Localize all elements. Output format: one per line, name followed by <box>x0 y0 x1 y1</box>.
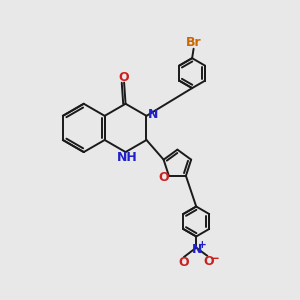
Text: −: − <box>209 252 219 265</box>
Text: O: O <box>158 171 169 184</box>
Text: +: + <box>198 240 206 250</box>
Text: Br: Br <box>186 36 202 50</box>
Text: N: N <box>148 108 158 121</box>
Text: NH: NH <box>117 151 138 164</box>
Text: N: N <box>192 243 202 256</box>
Text: O: O <box>203 255 214 268</box>
Text: O: O <box>119 71 129 84</box>
Text: O: O <box>178 256 189 269</box>
